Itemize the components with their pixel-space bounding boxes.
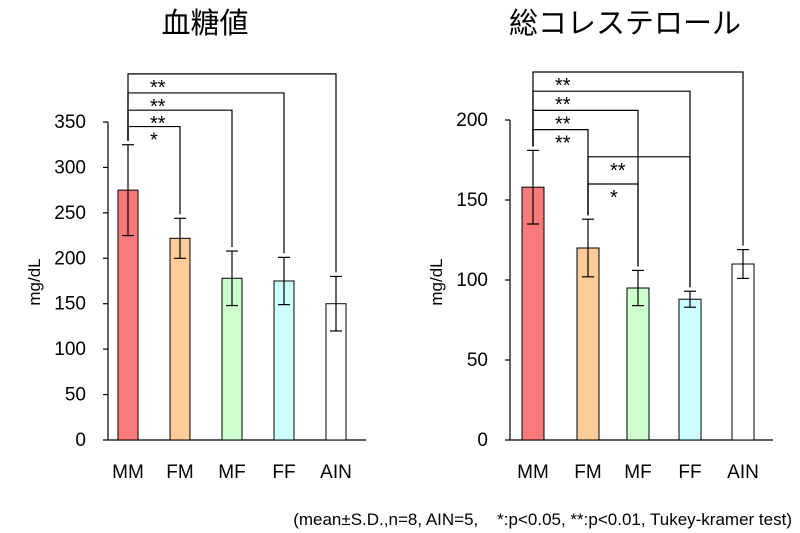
significance-bracket [532,71,744,246]
chart-title-glucose: 血糖値 [161,6,248,40]
bar-ain [731,263,755,441]
x-tick-label: FF [678,462,701,483]
significance-label: ** [150,113,166,135]
y-tick-label: 200 [54,248,86,269]
y-tick-label: 50 [467,350,488,371]
x-tick-label: MM [112,462,144,483]
x-tick-label: MM [517,462,549,483]
x-tick-label: AIN [727,462,759,483]
x-tick-label: FM [574,462,601,483]
y-tick-label: 0 [477,430,488,451]
bar-mf [626,287,650,441]
y-tick-label: 200 [456,110,488,131]
x-tick-label: AIN [320,462,352,483]
x-tick-label: FM [166,462,193,483]
x-tick-label: MF [218,462,245,483]
bar-fm [169,237,191,441]
y-tick-label: 100 [456,270,488,291]
significance-bracket [127,73,337,273]
significance-label: ** [555,75,571,97]
y-tick-label: 100 [54,339,86,360]
x-tick-label: FF [272,462,295,483]
y-tick-label: 0 [75,430,86,451]
significance-label: * [150,130,158,152]
y-tick-label: 300 [54,157,86,178]
y-axis-label-glucose: mg/dL [25,258,44,305]
bar-mm [521,186,545,441]
significance-label: ** [150,96,166,118]
significance-label: ** [555,113,571,135]
significance-label: * [610,187,618,209]
significance-bracket [532,109,639,267]
y-tick-label: 150 [54,294,86,315]
y-axis-label-cholesterol: mg/dL [427,258,446,305]
y-tick-label: 150 [456,190,488,211]
x-tick-label: MF [624,462,651,483]
chart-title-cholesterol: 総コレステロール [509,6,741,40]
significance-label: ** [555,94,571,116]
y-tick-label: 350 [54,112,86,133]
significance-label: ** [555,133,571,155]
bar-ff [678,298,702,441]
footnote: (mean±S.D.,n=8, AIN=5, *:p<0.05, **:p<0.… [293,510,792,529]
significance-label: ** [610,160,626,182]
y-tick-label: 250 [54,203,86,224]
y-tick-label: 50 [65,385,86,406]
significance-bracket [587,156,691,288]
significance-label: ** [150,77,166,99]
